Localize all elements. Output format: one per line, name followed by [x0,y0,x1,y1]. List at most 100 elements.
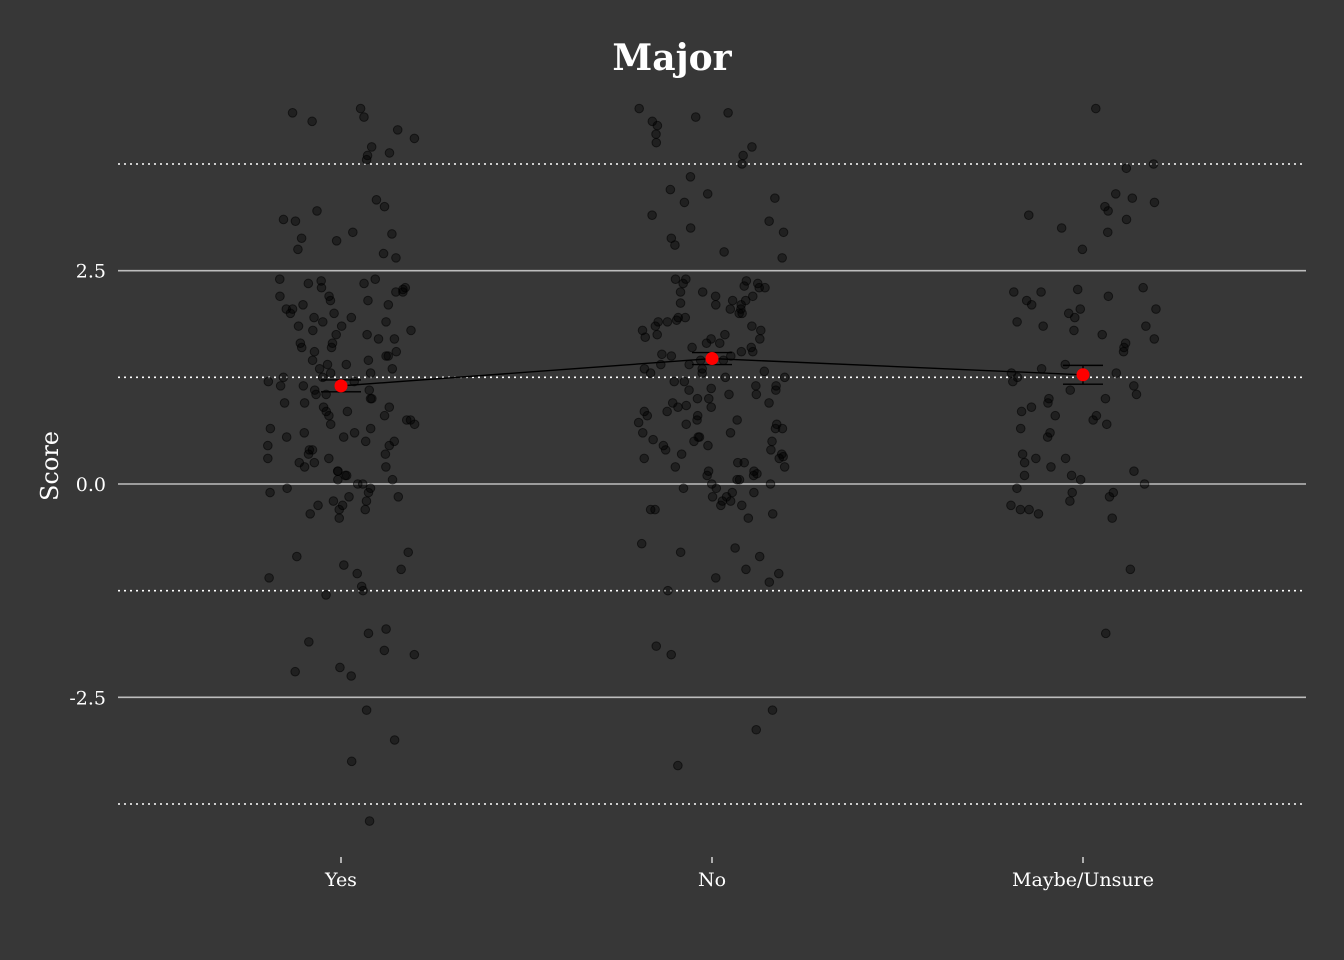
mean-point [334,379,348,393]
data-point [778,451,788,462]
data-point [681,274,691,285]
data-point [1015,504,1026,515]
data-point [767,705,778,715]
data-point [1103,291,1114,302]
data-point [290,216,301,226]
data-point [316,276,326,286]
data-point [752,468,762,479]
data-point [692,415,702,425]
data-point [342,406,353,417]
data-point [322,359,333,370]
data-point [1125,564,1136,575]
data-point [361,705,372,715]
data-point [651,129,661,139]
data-point [364,385,375,395]
data-point [767,436,777,447]
data-point [637,428,648,438]
data-point [332,466,343,477]
data-point [1069,325,1079,336]
data-point [309,312,319,323]
data-point [755,334,765,344]
data-point [265,423,276,434]
data-point [359,112,369,122]
data-point [711,483,722,494]
data-point [747,142,757,152]
data-point [1102,227,1113,238]
data-point [636,538,647,549]
grid-layer [118,163,1306,805]
data-point [676,449,687,459]
data-point [707,492,718,502]
data-point [327,338,338,349]
data-point [1097,329,1108,340]
data-point [1149,197,1160,208]
data-point [764,216,774,226]
data-point [675,298,686,308]
y-tick-label: 2.5 [76,261,106,283]
data-point [265,487,275,498]
data-point [335,662,345,673]
data-point [292,551,302,562]
data-point [307,355,318,366]
data-point [1024,504,1034,515]
data-point [703,393,714,404]
data-point [363,487,374,498]
data-point [331,236,342,246]
data-point [690,112,701,122]
data-point [1075,474,1086,485]
data-point [1121,163,1132,174]
data-point [723,108,733,118]
data-point [684,385,694,395]
data-point [309,457,320,468]
data-point [329,308,339,319]
data-point [1107,513,1117,523]
data-point [1050,410,1061,421]
data-point [639,453,650,464]
data-point [409,133,420,144]
data-point [1065,496,1075,506]
data-point [1017,449,1028,459]
data-point [736,346,747,357]
data-point [275,291,285,302]
data-point [648,434,658,445]
data-point [1033,509,1044,519]
data-point [679,376,690,387]
data-point [1118,346,1129,357]
data-point [670,462,681,472]
data-point [1129,381,1139,391]
data-point [1009,287,1019,297]
data-point [396,564,406,575]
data-point [334,504,345,515]
data-point [1138,282,1148,293]
data-point [671,315,682,325]
data-point [278,372,289,383]
data-point [669,376,680,387]
data-point [714,338,725,349]
data-point [299,462,310,472]
data-point [779,372,790,383]
data-point [754,551,765,562]
mean-point [705,352,719,366]
data-point [380,449,391,459]
data-point [720,372,731,383]
data-point [725,496,736,506]
data-point [340,470,351,481]
data-point [387,229,397,239]
data-point [316,282,327,293]
data-point [309,346,320,357]
data-point [751,724,762,735]
mean-point [1076,368,1090,382]
data-point [325,419,336,430]
data-point [281,432,292,442]
data-point [751,381,761,391]
data-point [1012,483,1022,494]
data-point [670,240,680,250]
data-point [765,479,776,489]
data-point [389,334,400,344]
data-point [685,223,696,233]
data-point [325,295,336,306]
data-point [307,445,318,455]
data-point [321,590,331,600]
data-point [1036,364,1047,374]
data-point [393,492,404,502]
